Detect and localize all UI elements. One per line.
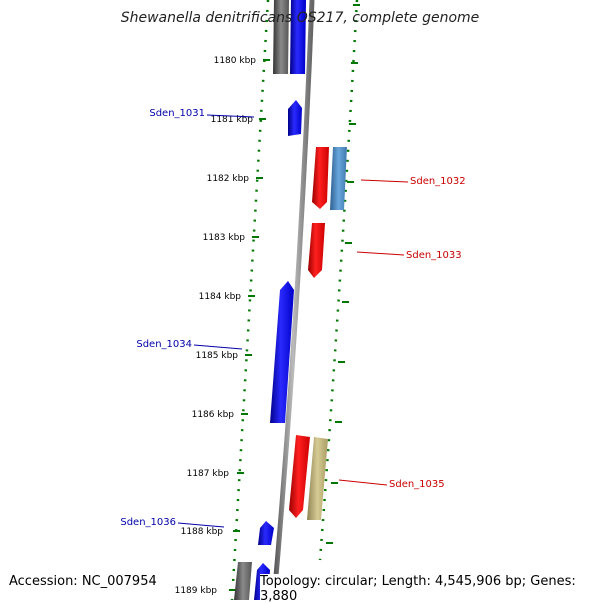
right-dotted-ring	[318, 0, 359, 561]
gene-khaki[interactable]	[307, 437, 328, 520]
gene-features	[234, 0, 347, 600]
left-dotted-ring	[230, 0, 270, 600]
tick-label: 1184 kbp	[199, 292, 242, 302]
label-leaders	[177, 114, 409, 528]
gene-sden-1035[interactable]	[289, 435, 310, 518]
genome-backbone	[271, 0, 315, 600]
map-title: Shewanella denitrificans OS217, complete…	[120, 10, 480, 26]
tick-label: 1188 kbp	[181, 527, 224, 537]
topology-label: Topology: circular; Length: 4,545,906 bp…	[260, 574, 600, 604]
gene-sden-1036[interactable]	[258, 521, 274, 545]
gene-sden-1034[interactable]	[270, 281, 294, 423]
gene-label[interactable]: Sden_1032	[410, 176, 466, 187]
gene-steelblue[interactable]	[330, 147, 347, 210]
accession-label: Accession: NC_007954	[9, 574, 157, 589]
gene-sden-1033[interactable]	[308, 223, 325, 278]
gene-label[interactable]: Sden_1036	[120, 517, 176, 528]
right-ticks	[326, 4, 360, 544]
tick-label: 1180 kbp	[214, 56, 257, 66]
gene-label[interactable]: Sden_1035	[389, 479, 445, 490]
tick-label: 1189 kbp	[175, 586, 218, 596]
gene-label[interactable]: Sden_1031	[149, 108, 205, 119]
tick-label: 1183 kbp	[203, 233, 246, 243]
tick-label: 1181 kbp	[211, 115, 254, 125]
gene-sden-1032[interactable]	[312, 147, 329, 209]
gene-labels: Sden_1031 Sden_1032 Sden_1033 Sden_1034 …	[120, 108, 465, 528]
left-major-ticks	[229, 59, 270, 591]
tick-label: 1182 kbp	[207, 174, 250, 184]
tick-label: 1187 kbp	[187, 469, 230, 479]
gene-gray-top[interactable]	[273, 0, 289, 74]
gene-blue-top[interactable]	[290, 0, 306, 74]
tick-labels: 1180 kbp 1181 kbp 1182 kbp 1183 kbp 1184…	[175, 56, 257, 596]
gene-sden-1031[interactable]	[288, 100, 302, 136]
tick-label: 1185 kbp	[196, 351, 239, 361]
gene-label[interactable]: Sden_1033	[406, 250, 462, 261]
gene-label[interactable]: Sden_1034	[136, 339, 192, 350]
tick-label: 1186 kbp	[192, 410, 235, 420]
gene-gray-bottom[interactable]	[234, 562, 252, 600]
